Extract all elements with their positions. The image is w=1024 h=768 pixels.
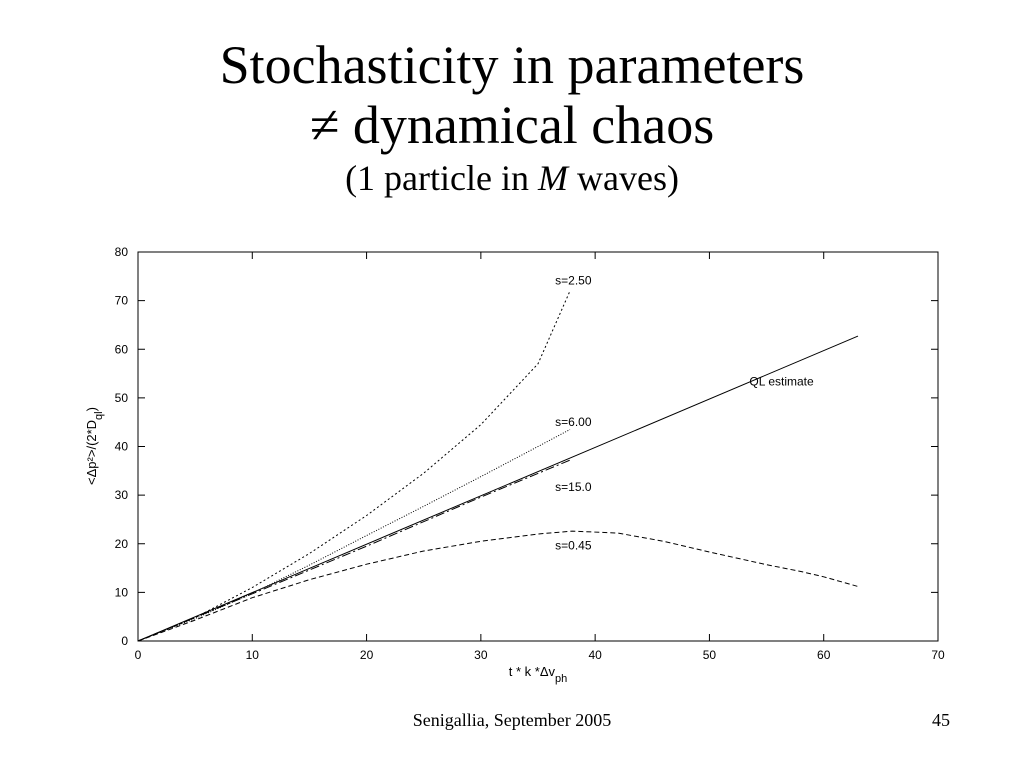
slide-title-block: Stochasticity in parameters ≠ dynamical …: [0, 38, 1024, 196]
subtitle-suffix: waves): [567, 158, 679, 198]
series-line-s-15-0: [137, 459, 571, 642]
series-annotation: QL estimate: [749, 375, 814, 389]
slide-subtitle: (1 particle in M waves): [0, 160, 1024, 196]
series-annotation: s=0.45: [555, 539, 592, 553]
x-tick-label: 40: [588, 648, 602, 662]
y-tick-label: 70: [115, 294, 129, 308]
y-tick-label: 50: [115, 391, 129, 405]
footer-venue: Senigallia, September 2005: [412, 710, 612, 730]
x-tick-label: 30: [474, 648, 488, 662]
y-axis-label: <Δp²>/(2*Dql): [84, 407, 105, 485]
subtitle-variable: M: [537, 158, 568, 198]
subtitle-prefix: (1 particle in: [345, 158, 538, 198]
x-tick-label: 60: [817, 648, 831, 662]
slide-title-line-2: ≠ dynamical chaos: [309, 95, 715, 155]
y-tick-label: 80: [115, 245, 129, 259]
series-annotation: s=15.0: [555, 480, 592, 494]
x-tick-label: 70: [931, 648, 945, 662]
x-tick-label: 10: [246, 648, 260, 662]
series-annotation: s=2.50: [555, 274, 592, 288]
series-line-s-0-45: [137, 530, 859, 642]
y-tick-label: 30: [115, 488, 129, 502]
x-tick-label: 50: [703, 648, 717, 662]
y-tick-label: 20: [115, 537, 129, 551]
page-number: 45: [932, 710, 950, 730]
x-axis-label: t * k *Δvph: [509, 664, 568, 685]
series-line-s-6-00: [137, 429, 571, 642]
y-tick-label: 40: [115, 440, 129, 454]
y-tick-label: 0: [121, 634, 128, 648]
y-tick-label: 60: [115, 342, 129, 356]
x-tick-label: 0: [135, 648, 142, 662]
x-tick-label: 20: [360, 648, 374, 662]
y-tick-label: 10: [115, 585, 129, 599]
slide-title-line-1: Stochasticity in parameters: [219, 35, 805, 95]
series-line-s-2-50: [137, 290, 571, 642]
series-annotation: s=6.00: [555, 415, 592, 429]
